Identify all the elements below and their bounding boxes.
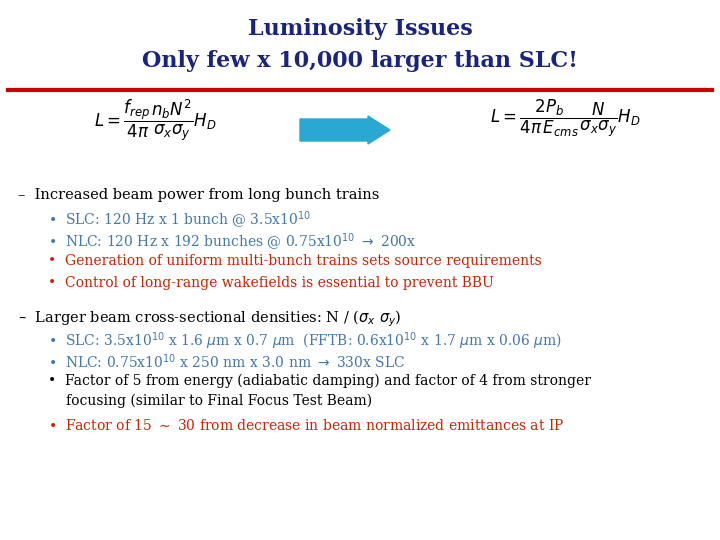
Text: Luminosity Issues: Luminosity Issues (248, 18, 472, 40)
Text: •  NLC: 0.75x10$^{10}$ x 250 nm x 3.0 nm $\rightarrow$ 330x SLC: • NLC: 0.75x10$^{10}$ x 250 nm x 3.0 nm … (48, 352, 405, 370)
Text: $L = \dfrac{f_{rep}}{4\pi} \dfrac{n_b N^2}{\sigma_x \sigma_y} H_D$: $L = \dfrac{f_{rep}}{4\pi} \dfrac{n_b N^… (94, 98, 216, 143)
Text: •  SLC: 3.5x10$^{10}$ x 1.6 $\mu$m x 0.7 $\mu$m  (FFTB: 0.6x10$^{10}$ x 1.7 $\mu: • SLC: 3.5x10$^{10}$ x 1.6 $\mu$m x 0.7 … (48, 330, 562, 352)
Text: •  Factor of 15 $\sim$ 30 from decrease in beam normalized emittances at IP: • Factor of 15 $\sim$ 30 from decrease i… (48, 418, 564, 433)
Text: –  Larger beam cross-sectional densities: N / ($\sigma_x$ $\sigma_y$): – Larger beam cross-sectional densities:… (18, 308, 402, 329)
Text: focusing (similar to Final Focus Test Beam): focusing (similar to Final Focus Test Be… (66, 394, 372, 408)
Text: Only few x 10,000 larger than SLC!: Only few x 10,000 larger than SLC! (142, 50, 578, 72)
Text: –  Increased beam power from long bunch trains: – Increased beam power from long bunch t… (18, 188, 379, 202)
Text: $L = \dfrac{2P_b}{4\pi\, E_{cms}} \dfrac{N}{\sigma_x \sigma_y} H_D$: $L = \dfrac{2P_b}{4\pi\, E_{cms}} \dfrac… (490, 98, 640, 139)
Text: •  Generation of uniform multi-bunch trains sets source requirements: • Generation of uniform multi-bunch trai… (48, 254, 541, 268)
Text: •  Factor of 5 from energy (adiabatic damping) and factor of 4 from stronger: • Factor of 5 from energy (adiabatic dam… (48, 374, 591, 388)
Text: •  Control of long-range wakefields is essential to prevent BBU: • Control of long-range wakefields is es… (48, 276, 494, 290)
FancyArrow shape (300, 116, 390, 144)
Text: •  NLC: 120 Hz x 192 bunches @ 0.75x10$^{10}$ $\rightarrow$ 200x: • NLC: 120 Hz x 192 bunches @ 0.75x10$^{… (48, 232, 416, 253)
Text: •  SLC: 120 Hz x 1 bunch @ 3.5x10$^{10}$: • SLC: 120 Hz x 1 bunch @ 3.5x10$^{10}$ (48, 210, 311, 231)
